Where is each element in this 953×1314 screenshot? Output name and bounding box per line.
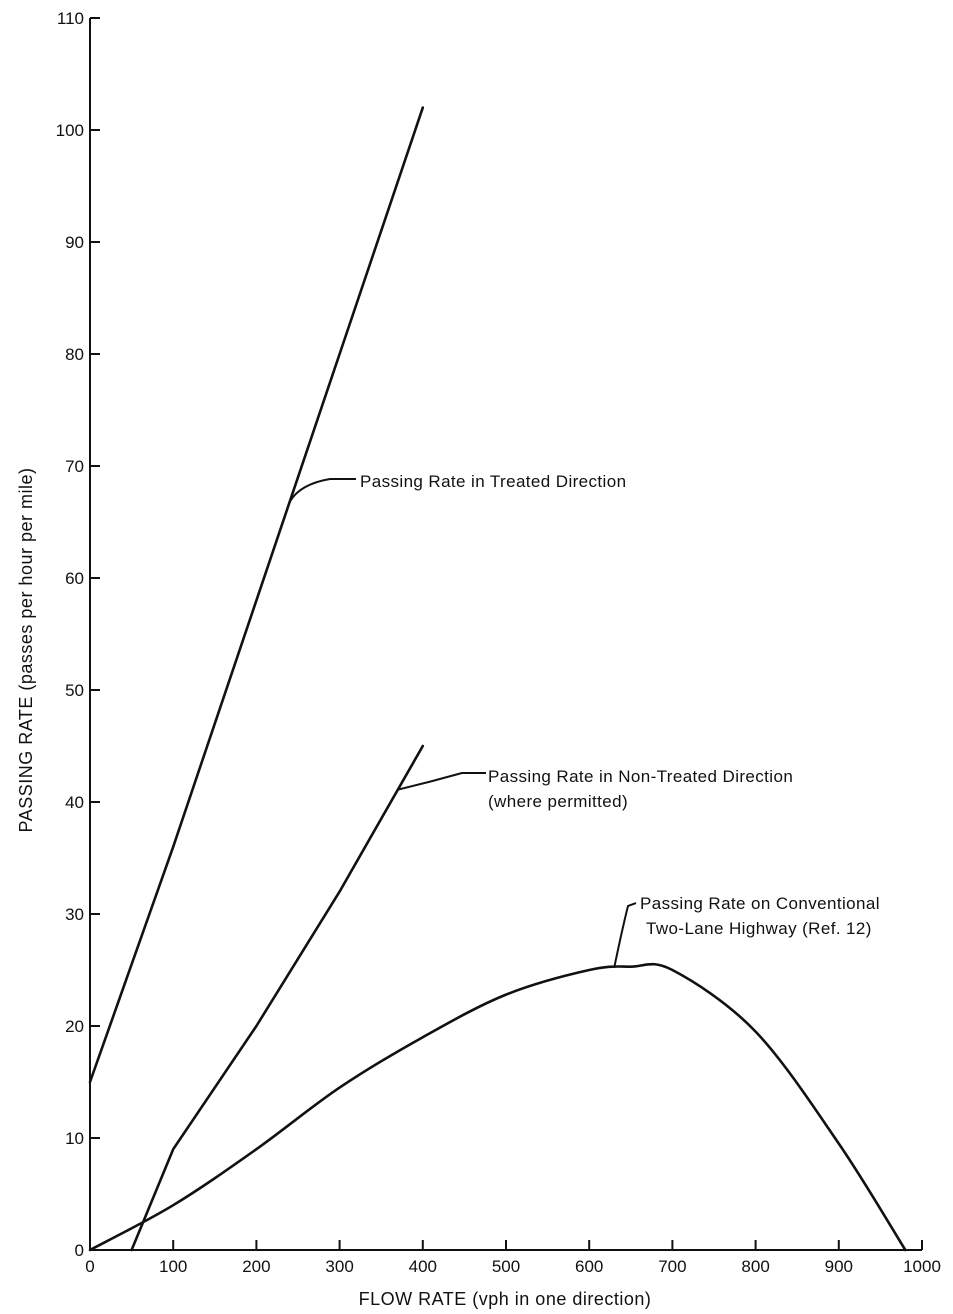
x-tick-label: 0 [85,1257,94,1276]
y-tick-label: 60 [65,569,84,588]
y-axis-label: PASSING RATE (passes per hour per mile) [16,468,36,833]
y-tick-label: 10 [65,1129,84,1148]
x-tick-label: 700 [658,1257,686,1276]
annotation-text: Two-Lane Highway (Ref. 12) [646,919,872,938]
y-tick-label: 70 [65,457,84,476]
axes [89,18,922,1251]
x-tick-label: 600 [575,1257,603,1276]
y-tick-label: 30 [65,905,84,924]
annotation-text: (where permitted) [488,792,628,811]
series-line-treated [88,106,425,1084]
x-tick-label: 400 [409,1257,437,1276]
x-tick-label: 800 [741,1257,769,1276]
y-tick-label: 80 [65,345,84,364]
series-line-non-treated [130,744,425,1252]
y-tick-label: 110 [57,9,84,28]
annotation-leader [288,478,356,503]
y-tick-label: 50 [65,681,84,700]
x-tick-label: 500 [492,1257,520,1276]
series [88,106,907,1252]
x-axis-label: FLOW RATE (vph in one direction) [359,1289,652,1309]
x-tick-label: 200 [242,1257,270,1276]
x-tick-label: 900 [825,1257,853,1276]
annotation-text: Passing Rate on Conventional [640,894,880,913]
y-tick-label: 20 [65,1017,84,1036]
annotation-text: Passing Rate in Treated Direction [360,472,626,491]
y-tick-label: 100 [56,121,84,140]
x-tick-label: 300 [325,1257,353,1276]
x-tick-label: 1000 [903,1257,941,1276]
annotations: Passing Rate in Treated Direction Passing… [288,472,880,969]
annotation-leader [613,902,637,969]
annotation-leader [397,772,486,791]
y-tick-label: 0 [75,1241,84,1260]
y-tick-label: 90 [65,233,84,252]
y-tick-label: 40 [65,793,84,812]
series-line-conventional [88,962,907,1252]
x-tick-label: 100 [159,1257,187,1276]
ticks: 0 100 200 300 400 500 600 700 800 900 1000 0 10 20 30 4… [56,9,941,1276]
annotation-text: Passing Rate in Non-Treated Direction [488,767,793,786]
